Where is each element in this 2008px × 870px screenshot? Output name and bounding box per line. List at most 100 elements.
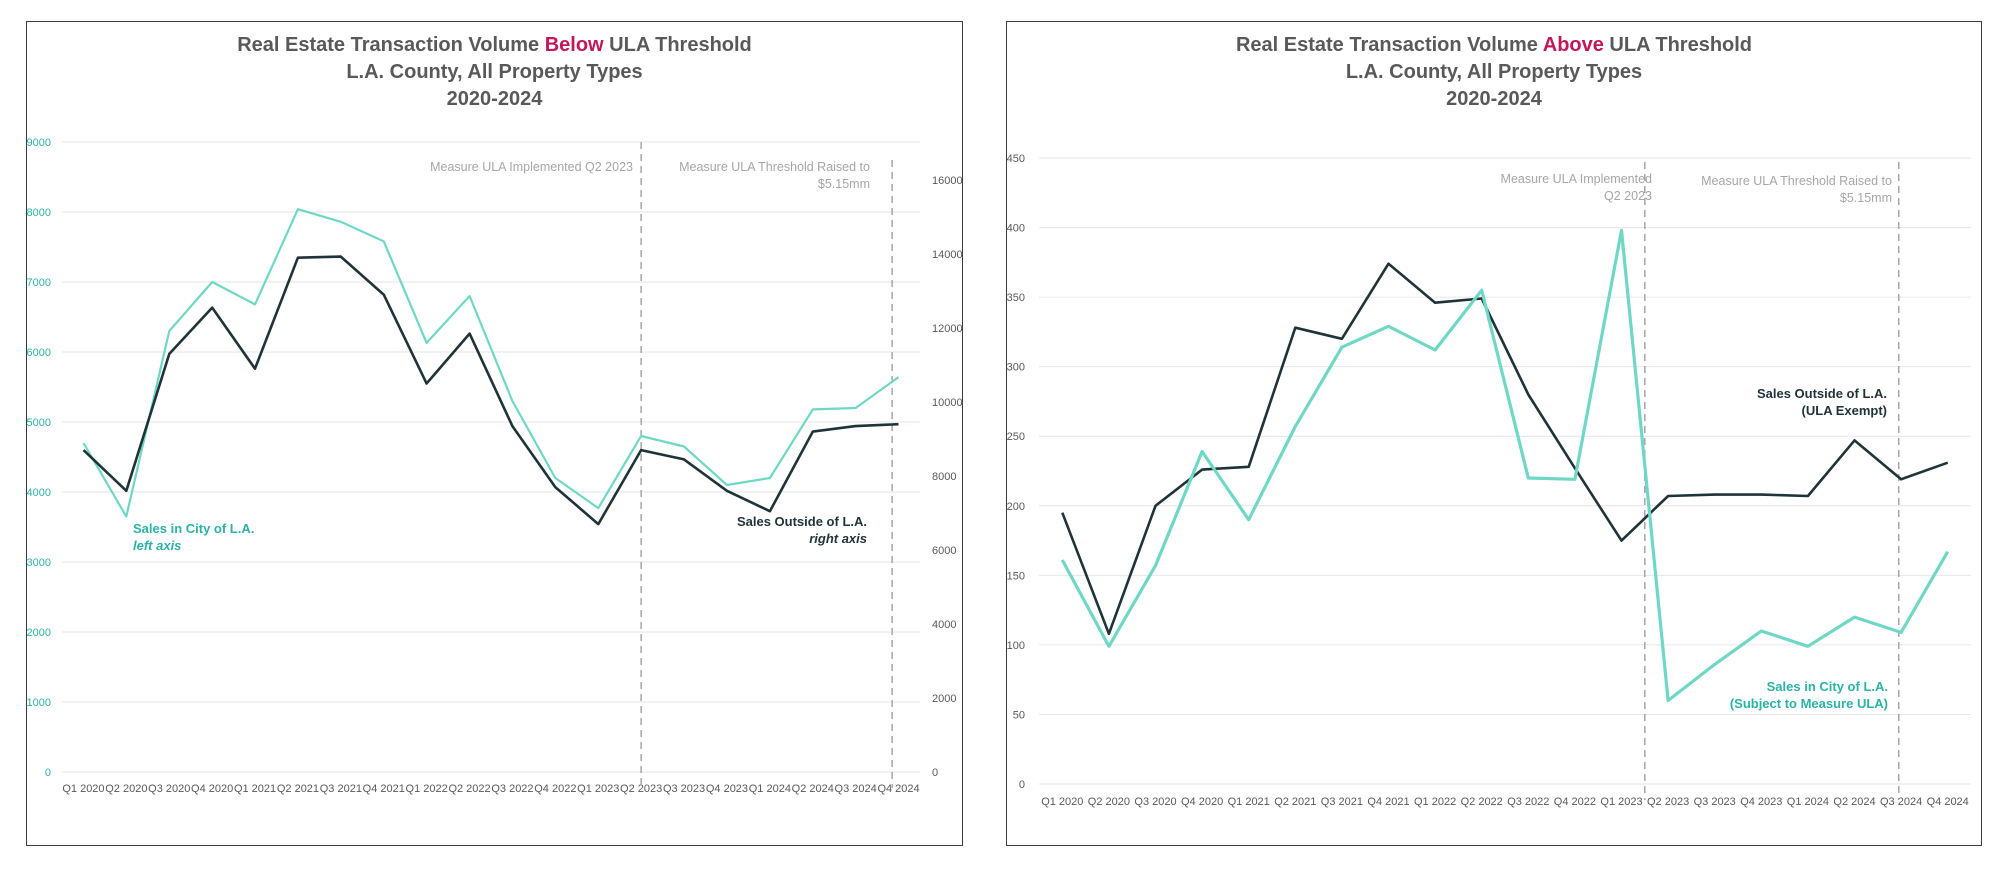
left-axis-tick: 5000 <box>27 417 51 429</box>
y-axis-tick: 250 <box>1007 431 1025 443</box>
x-axis-tick: Q1 2021 <box>234 783 276 795</box>
y-axis-tick: 100 <box>1007 640 1025 652</box>
title-highlight: Above <box>1542 34 1604 56</box>
x-axis-tick: Q3 2024 <box>835 783 877 795</box>
x-axis-tick: Q3 2020 <box>148 783 190 795</box>
x-axis-tick: Q3 2020 <box>1134 796 1176 808</box>
y-axis-tick: 300 <box>1007 362 1025 374</box>
chart-above-threshold: 0 50 100 150 200 250 300 350 400 450 Q1 2020 Q2 202… <box>1007 153 1971 808</box>
x-axis-tick: Q4 2020 <box>1181 796 1223 808</box>
series-line-city <box>1060 228 1950 703</box>
left-axis-tick: 7000 <box>27 277 51 289</box>
chart-title: Real Estate Transaction Volume Below ULA… <box>237 34 752 56</box>
x-axis-tick: Q4 2021 <box>1367 796 1409 808</box>
left-axis-tick: 4000 <box>27 487 51 499</box>
right-axis-tick: 6000 <box>932 545 956 557</box>
x-axis-tick: Q2 2022 <box>1461 796 1503 808</box>
label-outside-right-axis: right axis <box>809 531 867 546</box>
right-axis-tick: 14000 <box>932 249 963 261</box>
right-axis-tick: 16000 <box>932 175 963 187</box>
series-line-outside <box>82 255 899 526</box>
annotation-ula-implemented-1: Measure ULA Implemented <box>1501 172 1653 186</box>
x-axis-tick: Q2 2021 <box>277 783 319 795</box>
x-axis-tick: Q4 2022 <box>534 783 576 795</box>
right-axis-tick: 0 <box>932 767 938 779</box>
label-outside-ula-exempt: (ULA Exempt) <box>1802 403 1887 418</box>
chart-panel-below-threshold: Real Estate Transaction Volume Below ULA… <box>26 21 963 846</box>
x-axis-tick: Q2 2023 <box>620 783 662 795</box>
chart-subtitle: L.A. County, All Property Types <box>346 61 643 83</box>
y-axis-tick: 50 <box>1013 709 1025 721</box>
x-axis-tick: Q2 2020 <box>105 783 147 795</box>
x-axis-tick: Q3 2021 <box>1321 796 1363 808</box>
chart-below-threshold: 0 1000 2000 3000 4000 5000 6000 7000 8000 9000 0 20… <box>27 137 963 795</box>
x-axis-tick: Q2 2024 <box>1833 796 1875 808</box>
x-axis-tick: Q1 2020 <box>1041 796 1083 808</box>
right-axis-tick: 8000 <box>932 471 956 483</box>
x-axis-tick: Q4 2023 <box>1740 796 1782 808</box>
x-axis-tick: Q3 2023 <box>1694 796 1736 808</box>
y-axis-tick: 150 <box>1007 570 1025 582</box>
label-city-sales: Sales in City of L.A. <box>133 521 254 536</box>
x-axis-tick: Q3 2023 <box>663 783 705 795</box>
title-highlight: Below <box>544 34 604 56</box>
x-axis-tick: Q3 2024 <box>1880 796 1922 808</box>
label-city-subject-ula: (Subject to Measure ULA) <box>1730 696 1888 711</box>
left-axis-tick: 9000 <box>27 137 51 149</box>
left-axis-tick: 3000 <box>27 557 51 569</box>
x-axis-tick: Q1 2021 <box>1228 796 1270 808</box>
x-axis-tick: Q4 2021 <box>363 783 405 795</box>
left-axis-tick: 2000 <box>27 627 51 639</box>
right-axis-tick: 4000 <box>932 619 956 631</box>
y-axis-tick: 350 <box>1007 292 1025 304</box>
right-axis-tick: 2000 <box>932 693 956 705</box>
x-axis-tick: Q3 2022 <box>1507 796 1549 808</box>
y-axis-tick: 450 <box>1007 153 1025 165</box>
right-axis-tick: 10000 <box>932 397 963 409</box>
y-axis-tick: 0 <box>1019 779 1025 791</box>
left-axis-tick: 8000 <box>27 207 51 219</box>
x-axis-tick: Q2 2020 <box>1088 796 1130 808</box>
annotation-ula-implemented-2: Q2 2023 <box>1604 189 1652 203</box>
x-axis-tick: Q3 2021 <box>320 783 362 795</box>
x-axis-tick: Q1 2023 <box>577 783 619 795</box>
left-axis-tick: 0 <box>45 767 51 779</box>
x-axis-tick: Q1 2022 <box>1414 796 1456 808</box>
x-axis-tick: Q4 2020 <box>191 783 233 795</box>
x-axis-tick: Q2 2022 <box>448 783 490 795</box>
x-axis-tick: Q1 2022 <box>406 783 448 795</box>
x-axis-tick: Q1 2024 <box>749 783 791 795</box>
x-axis-tick: Q2 2023 <box>1647 796 1689 808</box>
chart-years: 2020-2024 <box>446 88 543 110</box>
label-outside-sales: Sales Outside of L.A. <box>1757 386 1887 401</box>
y-axis-tick: 400 <box>1007 223 1025 235</box>
annotation-ula-implemented: Measure ULA Implemented Q2 2023 <box>430 160 633 174</box>
x-axis-tick: Q1 2024 <box>1787 796 1829 808</box>
label-outside-sales: Sales Outside of L.A. <box>737 514 867 529</box>
x-axis-tick: Q2 2021 <box>1274 796 1316 808</box>
label-city-sales: Sales in City of L.A. <box>1767 679 1888 694</box>
left-axis-tick: 6000 <box>27 347 51 359</box>
x-axis-tick: Q4 2024 <box>877 783 919 795</box>
label-city-left-axis: left axis <box>133 538 181 553</box>
annotation-threshold-raised-2: $5.15mm <box>818 177 870 191</box>
left-axis-tick: 1000 <box>27 697 51 709</box>
series-line-city <box>82 208 900 518</box>
x-axis-tick: Q1 2020 <box>62 783 104 795</box>
chart-years: 2020-2024 <box>1446 88 1542 110</box>
chart-subtitle: L.A. County, All Property Types <box>1345 61 1643 83</box>
y-axis-tick: 200 <box>1007 501 1025 513</box>
x-axis-tick: Q4 2022 <box>1554 796 1596 808</box>
chart-panel-above-threshold: Real Estate Transaction Volume Above ULA… <box>1006 21 1982 846</box>
x-axis-tick: Q4 2023 <box>706 783 748 795</box>
x-axis-tick: Q4 2024 <box>1927 796 1969 808</box>
annotation-threshold-raised-1: Measure ULA Threshold Raised to <box>1701 174 1892 188</box>
x-axis-tick: Q2 2024 <box>792 783 834 795</box>
x-axis-tick: Q1 2023 <box>1600 796 1642 808</box>
right-axis-tick: 12000 <box>932 323 963 335</box>
series-line-outside <box>1061 262 1949 636</box>
chart-title: Real Estate Transaction Volume Above ULA… <box>1235 34 1753 56</box>
x-axis-tick: Q3 2022 <box>491 783 533 795</box>
annotation-threshold-raised-2: $5.15mm <box>1840 191 1892 205</box>
annotation-threshold-raised-1: Measure ULA Threshold Raised to <box>679 160 870 174</box>
